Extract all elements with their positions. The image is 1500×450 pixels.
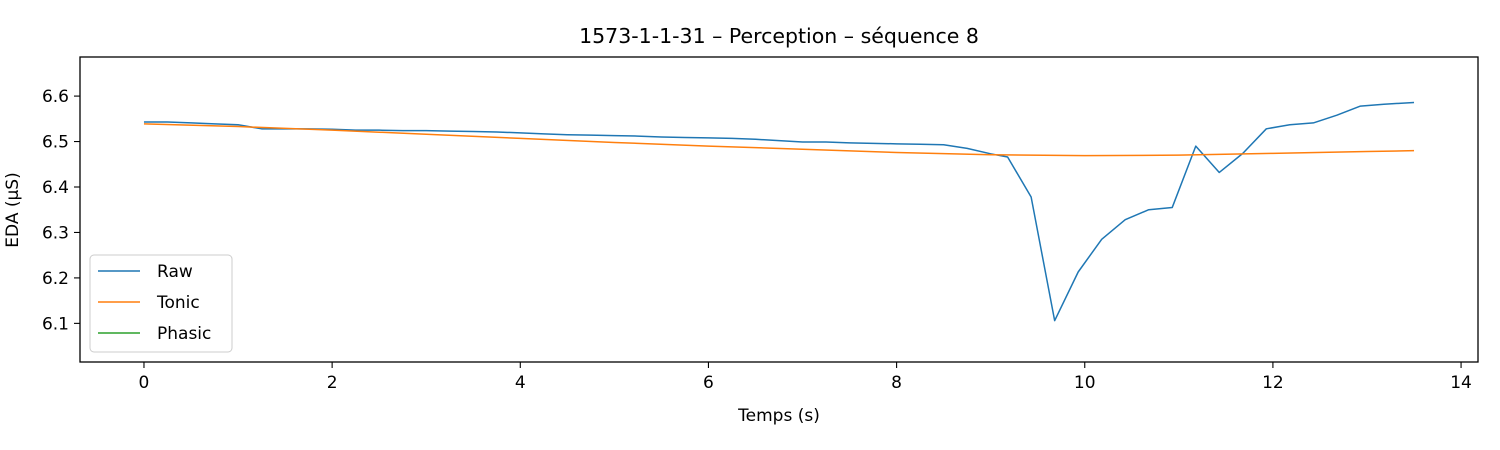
chart-title: 1573-1-1-31 – Perception – séquence 8 — [579, 24, 979, 48]
y-tick-label: 6.4 — [42, 178, 69, 198]
legend-label-tonic: Tonic — [156, 293, 200, 313]
legend-box — [89, 254, 233, 353]
y-tick-label: 6.1 — [42, 314, 69, 334]
x-tick-label: 10 — [1074, 373, 1096, 393]
x-tick-label: 0 — [139, 373, 150, 393]
x-tick-label: 8 — [891, 373, 902, 393]
legend-label-phasic: Phasic — [157, 324, 211, 344]
x-tick-label: 4 — [515, 373, 526, 393]
plot-content — [143, 101, 1415, 322]
y-tick-label: 6.3 — [42, 223, 69, 243]
series-line-raw — [143, 101, 1415, 322]
x-tick-label: 2 — [327, 373, 338, 393]
y-axis: 6.1 6.2 6.3 6.4 6.5 6.6 — [42, 87, 80, 334]
x-axis-label: Temps (s) — [737, 406, 820, 426]
x-axis: 0 2 4 6 8 10 12 14 — [139, 362, 1472, 393]
legend-label-raw: Raw — [157, 262, 193, 282]
y-axis-label: EDA (µS) — [3, 172, 23, 247]
series-line-tonic — [143, 123, 1415, 157]
y-tick-label: 6.5 — [42, 133, 69, 153]
plot-frame — [79, 56, 1479, 363]
x-tick-label: 12 — [1262, 373, 1284, 393]
x-tick-label: 14 — [1450, 373, 1472, 393]
x-tick-label: 6 — [703, 373, 714, 393]
y-tick-label: 6.6 — [42, 87, 69, 107]
legend: Raw Tonic Phasic — [89, 254, 233, 353]
y-tick-label: 6.2 — [42, 269, 69, 289]
